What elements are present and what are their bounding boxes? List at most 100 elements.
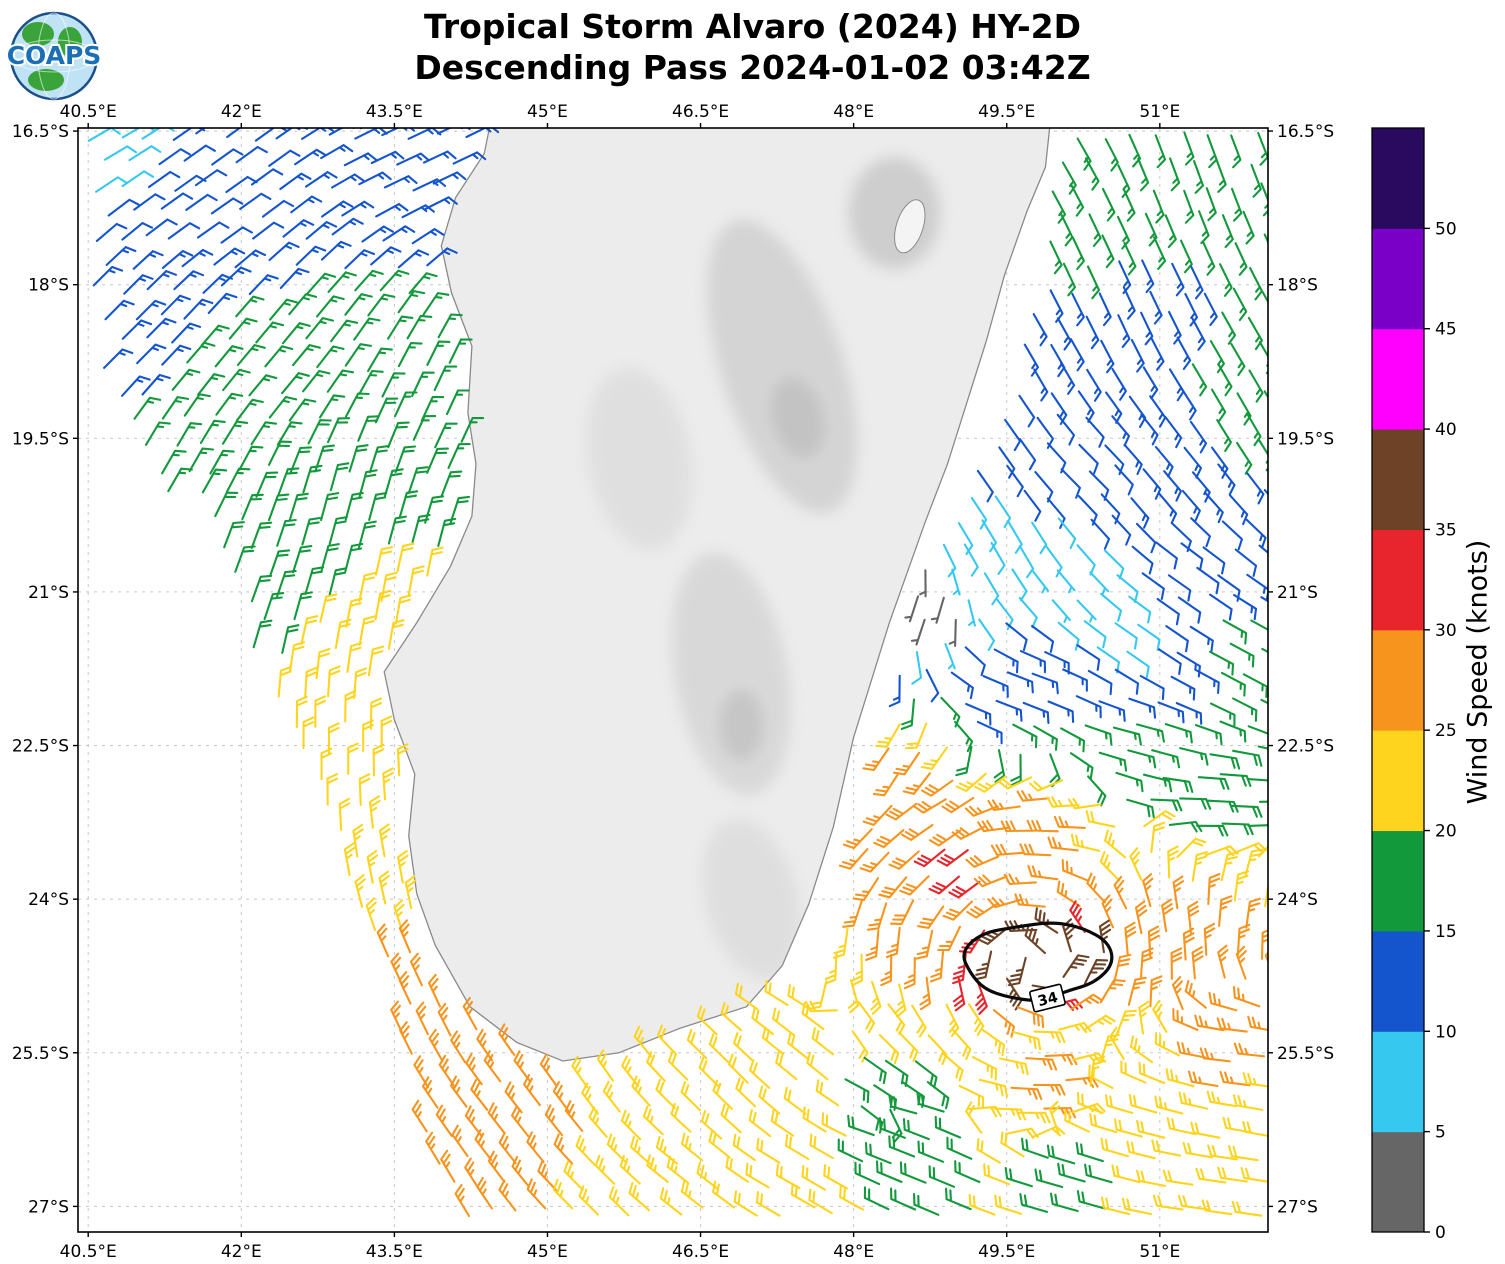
wind-barb [1056, 880, 1081, 908]
wind-barb [1202, 546, 1226, 575]
wind-barb [965, 1101, 983, 1134]
wind-barb [1149, 975, 1163, 1008]
wind-barb [314, 695, 327, 728]
wind-barb [1084, 157, 1100, 191]
wind-barb [1000, 820, 1034, 833]
wind-barb [451, 1124, 469, 1158]
wind-barb [680, 1081, 702, 1112]
wind-barb [1189, 625, 1214, 653]
wind-barb [301, 128, 334, 140]
wind-barb [1232, 986, 1261, 1008]
wind-barb [875, 723, 901, 748]
wind-barb [421, 1076, 439, 1109]
wind-barb [1274, 819, 1306, 828]
wind-barb [801, 1165, 827, 1191]
wind-barb [188, 447, 215, 473]
wind-barb [1109, 1026, 1125, 1060]
wind-barb [1245, 897, 1261, 929]
x-tick-label-top: 49.5°E [978, 102, 1035, 122]
wind-barb [220, 266, 252, 287]
wind-barb [629, 1135, 652, 1166]
wind-barb [1154, 445, 1174, 478]
wind-barb [1230, 804, 1263, 818]
wind-barb [859, 851, 890, 873]
wind-barb [449, 1075, 468, 1108]
wind-barb [544, 1104, 564, 1137]
wind-barb [720, 1001, 743, 1032]
wind-barb [787, 1031, 810, 1061]
wind-barb [659, 1187, 683, 1216]
wind-barb [128, 145, 162, 162]
wind-barb [1018, 438, 1037, 471]
wind-barb [173, 270, 205, 291]
wind-barb [277, 665, 292, 698]
wind-barb [667, 1050, 689, 1081]
colorbar-segment [1372, 730, 1424, 832]
wind-barb [321, 200, 354, 218]
wind-barb [1206, 1090, 1238, 1108]
wind-barb [1062, 954, 1090, 978]
wind-barb [376, 923, 390, 958]
wind-barb [394, 445, 417, 473]
wind-barb [305, 317, 335, 340]
wind-barb [210, 197, 244, 215]
wind-barb [328, 567, 348, 597]
colorbar-segment [1372, 429, 1424, 530]
wind-barb [954, 1160, 981, 1184]
wind-barb [1234, 242, 1248, 276]
wind-barb [1207, 1144, 1238, 1161]
wind-barb [1150, 337, 1165, 371]
wind-barb [1233, 870, 1250, 902]
wind-barb [87, 128, 121, 142]
wind-barb [983, 572, 1000, 606]
wind-barb [295, 695, 308, 729]
wind-barb [282, 219, 315, 238]
wind-barb [344, 293, 373, 316]
wind-barb [352, 823, 364, 858]
wind-barb [320, 747, 333, 781]
wind-barb [1111, 367, 1127, 401]
wind-barb [1114, 622, 1138, 650]
wind-barb [167, 467, 193, 493]
wind-barb [940, 696, 961, 728]
wind-barb [225, 467, 251, 493]
wind-barb [981, 1028, 1006, 1057]
colorbar-tick-label: 15 [1435, 922, 1457, 942]
wind-barb [1149, 290, 1163, 325]
wind-barb [1140, 413, 1159, 446]
wind-barb [1155, 541, 1178, 570]
colorbar-tick-label: 35 [1435, 520, 1457, 540]
wind-barb [411, 228, 445, 245]
wind-barb [344, 542, 364, 573]
wind-barb [202, 273, 234, 294]
wind-barb [1103, 549, 1125, 580]
wind-barb [368, 795, 381, 829]
wind-barb [977, 819, 1011, 833]
wind-barb [327, 271, 357, 293]
wind-barb [1111, 514, 1132, 546]
wind-barb [390, 1000, 404, 1035]
wind-barb [1021, 1137, 1049, 1159]
wind-barb [966, 902, 1000, 919]
wind-barb [1085, 810, 1116, 828]
wind-barb [316, 345, 345, 369]
wind-barb [847, 979, 860, 1014]
wind-barb [911, 651, 923, 685]
wind-barb [975, 980, 988, 1015]
wind-barb [252, 221, 285, 240]
wind-barb [374, 546, 394, 576]
wind-barb [288, 398, 317, 422]
wind-barb [226, 128, 242, 139]
wind-barb [552, 1178, 574, 1210]
wind-barb [552, 1081, 571, 1114]
wind-barb [993, 1107, 1027, 1121]
wind-barb [464, 1157, 481, 1191]
wind-barb [424, 196, 458, 211]
wind-barb [1177, 1194, 1209, 1211]
x-tick-label-bottom: 45°E [527, 1242, 568, 1262]
wind-barb [221, 420, 249, 445]
wind-barb [1147, 925, 1160, 959]
wind-barb [239, 192, 272, 210]
svg-text:34: 34 [1036, 990, 1059, 1010]
wind-barb [1275, 211, 1286, 243]
